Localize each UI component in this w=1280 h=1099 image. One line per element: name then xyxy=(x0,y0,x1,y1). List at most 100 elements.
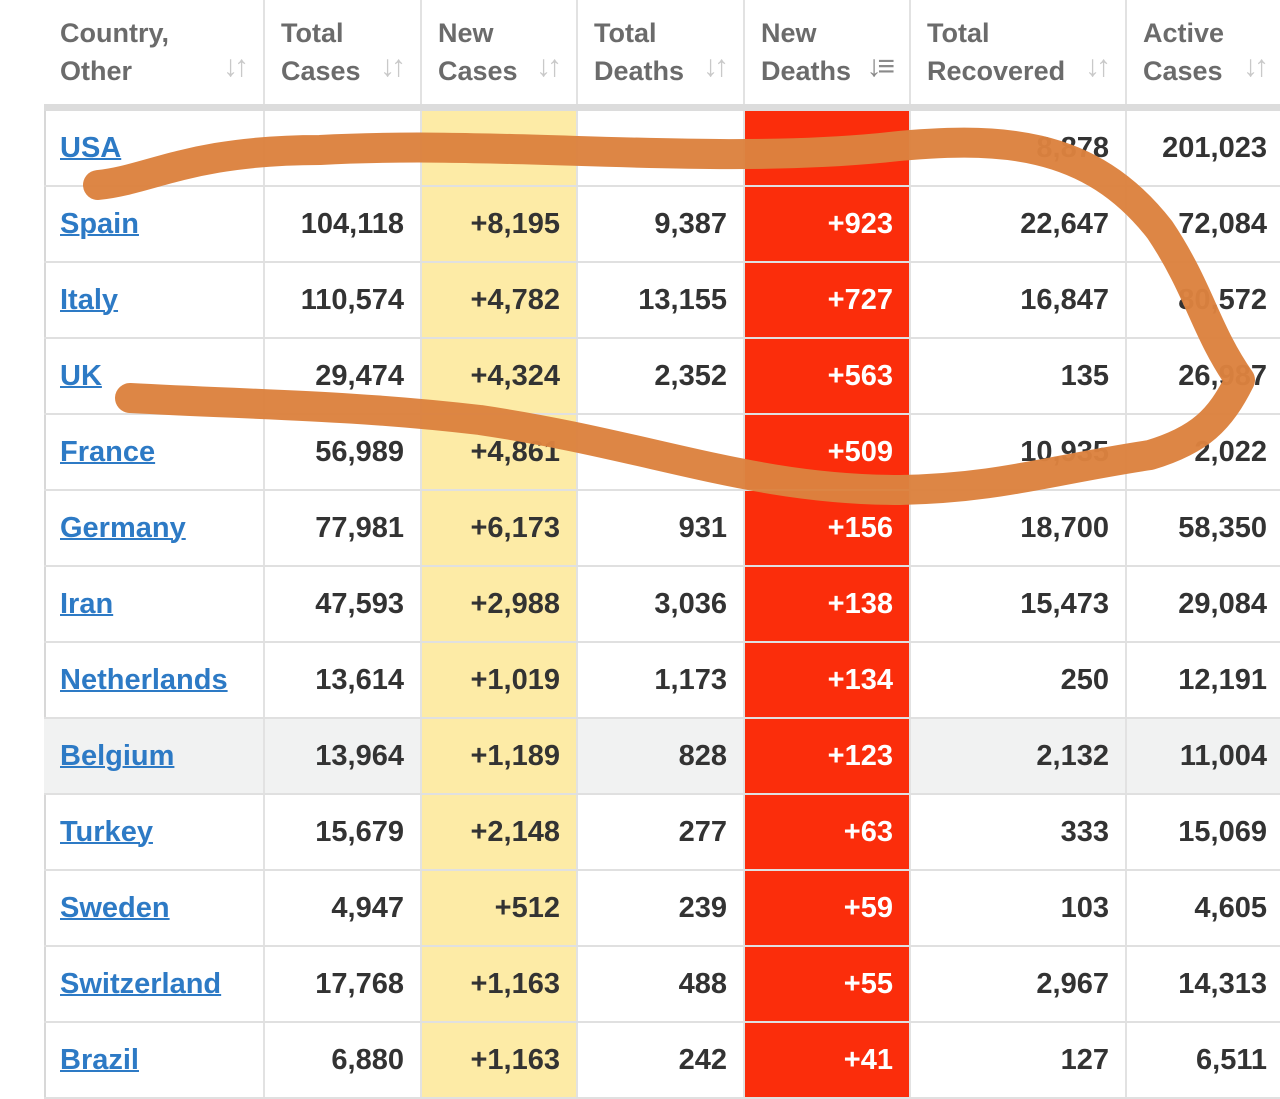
cell-total-cases: 13,614 xyxy=(264,642,422,719)
cell-total-recovered: 22,647 xyxy=(910,186,1127,263)
cell-country: UK xyxy=(44,338,265,415)
cell-new-deaths: +138 xyxy=(744,566,911,643)
header-line: Cases xyxy=(281,56,361,86)
table-row: Spain 104,118 +8,195 9,387 +923 22,647 72,084 xyxy=(44,186,1280,263)
country-link[interactable]: Turkey xyxy=(60,815,153,848)
cell-new-deaths: +63 xyxy=(744,794,911,871)
cell-total-recovered: 333 xyxy=(910,794,1127,871)
cell-new-deaths: +923 xyxy=(744,186,911,263)
sort-arrows-icon[interactable]: ↓↑ xyxy=(1085,50,1111,83)
table-row: Brazil 6,880 +1,163 242 +41 127 6,511 xyxy=(44,1022,1280,1099)
cell-country: France xyxy=(44,414,265,491)
table-row: Switzerland 17,768 +1,163 488 +55 2,967 14,313 xyxy=(44,946,1280,1023)
country-link[interactable]: Belgium xyxy=(60,739,175,772)
header-new-deaths[interactable]: New Deaths ↓≡ xyxy=(744,0,911,111)
cell-country: Turkey xyxy=(44,794,265,871)
cell-total-recovered: 135 xyxy=(910,338,1127,415)
header-line: Recovered xyxy=(927,56,1066,86)
cell-total-deaths: 242 xyxy=(577,1022,745,1099)
cell-total-deaths: 1,173 xyxy=(577,642,745,719)
header-new-cases[interactable]: New Cases ↓↑ xyxy=(421,0,578,111)
cell-total-deaths: 3,036 xyxy=(577,566,745,643)
sort-arrows-icon[interactable]: ↓↑ xyxy=(380,50,406,83)
table-row: UK 29,474 +4,324 2,352 +563 135 26,987 xyxy=(44,338,1280,415)
country-link[interactable]: France xyxy=(60,435,156,468)
header-line: Cases xyxy=(438,56,518,86)
cell-total-recovered: 8,878 xyxy=(910,107,1127,187)
header-line: Active xyxy=(1143,18,1225,48)
cell-total-deaths: 239 xyxy=(577,870,745,947)
left-margin xyxy=(0,0,46,1098)
cell-active-cases: 12,191 xyxy=(1126,642,1280,719)
header-total-cases[interactable]: Total Cases ↓↑ xyxy=(264,0,422,111)
table-row: Iran 47,593 +2,988 3,036 +138 15,473 29,084 xyxy=(44,566,1280,643)
country-link[interactable]: USA xyxy=(60,131,122,164)
covid-table: Country, Other ↓↑ Total Cases ↓↑ New Cases ↓↑ … xyxy=(44,0,1280,1099)
cell-new-cases: +8,195 xyxy=(421,186,578,263)
sort-descending-icon[interactable]: ↓≡ xyxy=(866,50,894,83)
header-line: Deaths xyxy=(594,56,685,86)
cell-active-cases: 4,605 xyxy=(1126,870,1280,947)
header-line: Total xyxy=(594,18,657,48)
cell-country: Belgium xyxy=(44,718,265,795)
header-line: Deaths xyxy=(761,56,852,86)
sort-arrows-icon[interactable]: ↓↑ xyxy=(703,50,729,83)
header-active-cases[interactable]: Active Cases ↓↑ xyxy=(1126,0,1280,111)
cell-active-cases: 6,511 xyxy=(1126,1022,1280,1099)
cell-new-deaths: +41 xyxy=(744,1022,911,1099)
cell-total-cases: 56,989 xyxy=(264,414,422,491)
cell-active-cases: 15,069 xyxy=(1126,794,1280,871)
cell-total-cases xyxy=(264,107,422,187)
cell-total-deaths: 828 xyxy=(577,718,745,795)
cell-new-cases: +4,324 xyxy=(421,338,578,415)
cell-country: Sweden xyxy=(44,870,265,947)
cell-new-deaths: +509 xyxy=(744,414,911,491)
cell-new-deaths: +123 xyxy=(744,718,911,795)
cell-new-deaths: +55 xyxy=(744,946,911,1023)
cell-total-cases: 4,947 xyxy=(264,870,422,947)
cell-total-recovered: 127 xyxy=(910,1022,1127,1099)
country-link[interactable]: Spain xyxy=(60,207,139,240)
cell-new-cases: +1,163 xyxy=(421,1022,578,1099)
header-line: Country, xyxy=(60,18,169,48)
cell-total-cases: 29,474 xyxy=(264,338,422,415)
cell-new-deaths: +563 xyxy=(744,338,911,415)
cell-total-deaths: 13,155 xyxy=(577,262,745,339)
country-link[interactable]: Switzerland xyxy=(60,967,222,1000)
cell-country: Brazil xyxy=(44,1022,265,1099)
cell-new-deaths: +156 xyxy=(744,490,911,567)
header-row: Country, Other ↓↑ Total Cases ↓↑ New Cases ↓↑ … xyxy=(44,0,1280,111)
sort-arrows-icon[interactable]: ↓↑ xyxy=(223,50,249,83)
cell-new-cases: +512 xyxy=(421,870,578,947)
header-country[interactable]: Country, Other ↓↑ xyxy=(44,0,265,111)
table-row: USA 8,878 201,023 xyxy=(44,107,1280,187)
header-total-recovered[interactable]: Total Recovered ↓↑ xyxy=(910,0,1127,111)
cell-total-deaths xyxy=(577,107,745,187)
cell-new-cases xyxy=(421,107,578,187)
cell-total-cases: 15,679 xyxy=(264,794,422,871)
cell-new-cases: +6,173 xyxy=(421,490,578,567)
cell-total-cases: 6,880 xyxy=(264,1022,422,1099)
country-link[interactable]: Italy xyxy=(60,283,119,316)
cell-country: Germany xyxy=(44,490,265,567)
country-link[interactable]: Iran xyxy=(60,587,114,620)
cell-total-cases: 104,118 xyxy=(264,186,422,263)
cell-new-deaths xyxy=(744,107,911,187)
sort-arrows-icon[interactable]: ↓↑ xyxy=(536,50,562,83)
country-link[interactable]: UK xyxy=(60,359,102,392)
cell-country: Spain xyxy=(44,186,265,263)
cell-total-recovered: 18,700 xyxy=(910,490,1127,567)
country-link[interactable]: Brazil xyxy=(60,1043,139,1076)
cell-total-recovered: 2,967 xyxy=(910,946,1127,1023)
country-link[interactable]: Sweden xyxy=(60,891,170,924)
cell-new-deaths: +134 xyxy=(744,642,911,719)
cell-country: Italy xyxy=(44,262,265,339)
cell-active-cases: 72,084 xyxy=(1126,186,1280,263)
country-link[interactable]: Netherlands xyxy=(60,663,228,696)
cell-country: Switzerland xyxy=(44,946,265,1023)
cell-country: Netherlands xyxy=(44,642,265,719)
cell-active-cases: 29,084 xyxy=(1126,566,1280,643)
header-total-deaths[interactable]: Total Deaths ↓↑ xyxy=(577,0,745,111)
sort-arrows-icon[interactable]: ↓↑ xyxy=(1243,50,1269,83)
country-link[interactable]: Germany xyxy=(60,511,186,544)
